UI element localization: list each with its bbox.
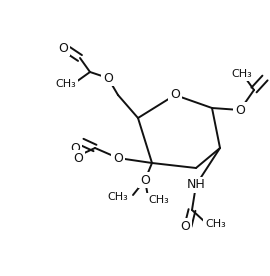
Text: CH₃: CH₃ [55, 79, 76, 89]
Text: O: O [170, 89, 180, 102]
Text: O: O [58, 41, 68, 54]
Text: O: O [180, 219, 190, 232]
Text: O: O [103, 71, 113, 84]
Text: CH₃: CH₃ [205, 219, 226, 229]
Text: CH₃: CH₃ [107, 192, 128, 202]
Text: CH₃: CH₃ [232, 69, 252, 79]
Text: O: O [70, 142, 80, 155]
Text: O: O [235, 104, 245, 116]
Text: NH: NH [187, 179, 205, 192]
Text: CH₃: CH₃ [148, 195, 169, 205]
Text: O: O [73, 152, 83, 164]
Text: O: O [113, 152, 123, 164]
Text: O: O [140, 174, 150, 187]
